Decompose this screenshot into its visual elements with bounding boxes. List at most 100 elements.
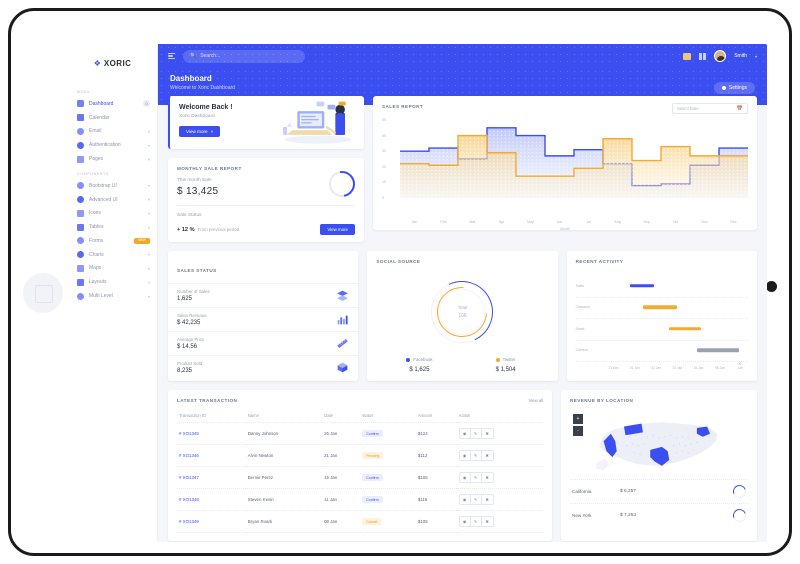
welcome-title: Welcome Back ! (179, 104, 233, 111)
us-map[interactable] (585, 409, 733, 479)
forms-new-badge: NEW (134, 238, 150, 244)
table-row: # XO1347 Bernie Perez 15 Jan Confirm $106 ◉ ✎ ✖ (177, 466, 543, 489)
delete-icon[interactable]: ✖ (485, 431, 489, 436)
cell-transaction-id[interactable]: # XO1346 (177, 444, 246, 467)
date-select-input[interactable]: Select Date 📅 (672, 103, 748, 114)
icons-icon (77, 209, 84, 217)
gantt-bar (629, 284, 654, 288)
status-badge: Pending (362, 451, 384, 460)
table-row: # XO1349 Bryan Roark 08 Jan Cancel $105 ◉ ✎ ✖ (177, 510, 543, 533)
cell-transaction-id[interactable]: # XO1347 (177, 466, 246, 489)
map-zoom-in-button[interactable]: + (573, 414, 583, 424)
chevron-down-icon[interactable]: ▾ (754, 53, 757, 59)
sidebar-item-pages[interactable]: Pages ▾ (68, 152, 157, 166)
sidebar-item-label: Forms (89, 237, 104, 244)
sidebar-item-calendar[interactable]: Calendar (68, 111, 157, 125)
view-icon[interactable]: ◉ (460, 517, 471, 526)
stat-value: $ 42,235 (177, 320, 201, 326)
diamond-icon: ❖ (93, 58, 101, 68)
delete-icon[interactable]: ✖ (485, 453, 489, 458)
gantt-gridline (575, 361, 748, 362)
state-texas (650, 446, 670, 466)
sidebar-item-forms[interactable]: Forms NEW (68, 234, 157, 248)
latest-transaction-title: LATEST TRANSACTION (177, 398, 238, 403)
cell-date: 15 Jan (322, 466, 361, 489)
sales-status-column: SALES STATUS Number of Sales 1,625 (168, 251, 359, 381)
sidebar-item-icons[interactable]: Icons ▾ (68, 206, 157, 220)
sidebar-item-tables[interactable]: Tables ▾ (68, 220, 157, 234)
sidebar-item-maps[interactable]: Maps ▾ (68, 262, 157, 276)
gantt-row-label: Sales (575, 283, 585, 288)
status-badge: Confirm (362, 495, 383, 504)
delete-icon[interactable]: ✖ (485, 475, 489, 480)
monthly-sale-title: MONTHLY SALE REPORT (177, 166, 242, 171)
ring-track-inner (439, 289, 486, 335)
view-icon[interactable]: ◉ (460, 495, 471, 504)
location-row: California $ 6,257 (570, 479, 749, 503)
device-camera (766, 281, 777, 292)
row-one: Welcome Back ! Xoric Dashboard View more… (168, 96, 757, 242)
status-badge: Confirm (362, 429, 383, 438)
gantt-gridline (575, 339, 748, 341)
cell-status: Cancel (360, 510, 416, 533)
recent-activity-column: RECENT ACTIVITY Sales Checkout Detail Camer… (566, 251, 757, 381)
cell-transaction-id[interactable]: # XO1349 (177, 510, 246, 533)
edit-icon[interactable]: ✎ (471, 451, 482, 460)
view-icon[interactable]: ◉ (460, 473, 471, 482)
sidebar-item-advanced-ui[interactable]: Advanced UI ▾ (68, 193, 157, 207)
edit-icon[interactable]: ✎ (471, 429, 482, 438)
transaction-table-body: # XO1345 Danny Johnson 26 Jan Confirm $124 ◉ ✎… (177, 422, 543, 533)
mail-icon (77, 127, 84, 135)
monthly-sale-view-more-button[interactable]: View more (320, 224, 355, 235)
search-input[interactable]: 🔍 Search... (183, 49, 305, 63)
dashboard-content: Welcome Back ! Xoric Dashboard View more… (158, 96, 767, 542)
edit-icon[interactable]: ✎ (471, 473, 482, 482)
cell-transaction-id[interactable]: # XO1348 (177, 488, 246, 511)
view-icon[interactable]: ◉ (460, 451, 471, 460)
x-tick-label: Sep (643, 220, 650, 224)
cell-action: ◉ ✎ ✖ (456, 422, 543, 445)
stat-label: Product Sold (177, 361, 203, 366)
delete-icon[interactable]: ✖ (485, 519, 489, 524)
hamburger-icon[interactable] (168, 53, 175, 59)
cell-status: Pending (360, 444, 416, 467)
sidebar-item-email[interactable]: Email ▾ (68, 125, 157, 139)
transaction-table: Transaction ID Name Date status Amount A… (177, 409, 543, 533)
ruler-icon (337, 339, 348, 348)
sidebar-item-multi-level[interactable]: Multi Level ▾ (68, 289, 157, 303)
chevron-down-icon: ▾ (147, 142, 150, 148)
view-all-link[interactable]: View all (528, 398, 543, 403)
brand-logo[interactable]: ❖ XORIC (68, 52, 157, 74)
edit-icon[interactable]: ✎ (471, 517, 482, 526)
sidebar-section-components: COMPONENTS (77, 171, 109, 176)
sidebar-item-charts[interactable]: Charts ▾ (68, 248, 157, 262)
sidebar-item-label: Dashboard (89, 100, 114, 107)
delete-icon[interactable]: ✖ (485, 497, 489, 502)
donut-center: Total 166 (431, 281, 493, 343)
sidebar-item-bootstrap-ui[interactable]: Bootstrap UI ▾ (68, 179, 157, 193)
sidebar-item-dashboard[interactable]: Dashboard 0 (68, 97, 157, 111)
avatar[interactable] (714, 50, 727, 62)
legend-value: $ 1,625 (409, 367, 430, 373)
cell-transaction-id[interactable]: # XO1345 (177, 422, 246, 445)
sidebar-section-menu: MENU (77, 90, 90, 94)
settings-button[interactable]: Settings (713, 82, 755, 94)
edit-icon[interactable]: ✎ (471, 495, 482, 504)
row-three: LATEST TRANSACTION View all Transaction … (168, 390, 757, 541)
y-tick-label: 30 (382, 149, 386, 154)
bar-chart-icon (337, 315, 348, 325)
sidebar-item-authentication[interactable]: Authentication ▾ (68, 138, 157, 152)
chevron-down-icon: ▾ (147, 156, 150, 162)
map-zoom-out-button[interactable]: - (573, 425, 583, 436)
apps-grid-icon[interactable] (699, 52, 707, 60)
welcome-view-more-button[interactable]: View more » (179, 126, 221, 137)
sidebar-item-layouts[interactable]: Layouts ▾ (68, 275, 157, 289)
user-name[interactable]: Smith (734, 53, 747, 59)
flag-icon[interactable] (683, 52, 692, 60)
cell-amount: $124 (415, 422, 457, 445)
gantt-row-label: Detail (575, 326, 585, 331)
date-placeholder: Select Date (677, 106, 699, 111)
view-icon[interactable]: ◉ (460, 429, 471, 438)
gantt-x-tick: 02 Jan (651, 366, 661, 370)
sales-status-item: Average Price $ 14.56 (168, 331, 359, 355)
